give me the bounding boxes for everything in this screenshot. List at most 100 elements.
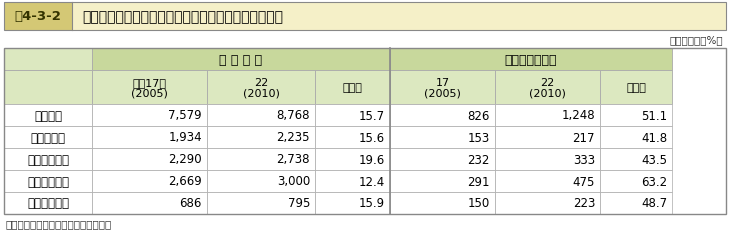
- Bar: [315, 126, 390, 148]
- Bar: [390, 49, 672, 71]
- Bar: [92, 170, 207, 192]
- Bar: [92, 104, 207, 126]
- Bar: [92, 148, 207, 170]
- Bar: [315, 71, 390, 104]
- Text: 平成17年: 平成17年: [133, 78, 166, 88]
- Bar: [495, 192, 600, 214]
- Bar: [207, 126, 315, 148]
- Text: 2,669: 2,669: [168, 175, 202, 188]
- Text: 山間農業地域: 山間農業地域: [27, 197, 69, 210]
- Bar: [4, 3, 726, 31]
- Text: 増加率: 増加率: [626, 83, 646, 93]
- Bar: [4, 126, 92, 148]
- Text: 63.2: 63.2: [641, 175, 667, 188]
- Text: (2010): (2010): [529, 88, 566, 98]
- Bar: [92, 71, 207, 104]
- Bar: [600, 104, 672, 126]
- Text: (2005): (2005): [424, 88, 461, 98]
- Text: 2,290: 2,290: [169, 153, 202, 166]
- Bar: [4, 3, 72, 31]
- Bar: [315, 104, 390, 126]
- Bar: [207, 170, 315, 192]
- Bar: [207, 192, 315, 214]
- Bar: [390, 71, 495, 104]
- Text: (2005): (2005): [131, 88, 168, 98]
- Bar: [495, 148, 600, 170]
- Bar: [390, 104, 495, 126]
- Bar: [495, 170, 600, 192]
- Text: 表4-3-2: 表4-3-2: [15, 10, 61, 24]
- Bar: [92, 192, 207, 214]
- Text: 15.6: 15.6: [359, 131, 385, 144]
- Text: 17: 17: [435, 78, 450, 88]
- Bar: [72, 3, 726, 31]
- Text: 150: 150: [468, 197, 490, 210]
- Bar: [600, 192, 672, 214]
- Text: 232: 232: [468, 153, 490, 166]
- Text: 3,000: 3,000: [277, 175, 310, 188]
- Text: 都市的地域: 都市的地域: [31, 131, 66, 144]
- Text: 観光農園と農家レストランを経営する経営体数の推移: 観光農園と農家レストランを経営する経営体数の推移: [82, 10, 283, 24]
- Text: 686: 686: [180, 197, 202, 210]
- Text: 1,248: 1,248: [561, 109, 595, 122]
- Text: 795: 795: [288, 197, 310, 210]
- Text: 19.6: 19.6: [358, 153, 385, 166]
- Text: 全　　国: 全 国: [34, 109, 62, 122]
- Text: 223: 223: [572, 197, 595, 210]
- Bar: [600, 126, 672, 148]
- Text: 資料：農林水産省「農林業センサス」: 資料：農林水産省「農林業センサス」: [6, 218, 112, 228]
- Bar: [4, 49, 726, 214]
- Bar: [207, 71, 315, 104]
- Bar: [92, 126, 207, 148]
- Text: 平地農業地域: 平地農業地域: [27, 153, 69, 166]
- Bar: [4, 49, 92, 71]
- Bar: [4, 170, 92, 192]
- Text: 8,768: 8,768: [277, 109, 310, 122]
- Text: 増加率: 増加率: [342, 83, 362, 93]
- Bar: [4, 148, 92, 170]
- Bar: [495, 126, 600, 148]
- Bar: [207, 148, 315, 170]
- Text: 中間農業地域: 中間農業地域: [27, 175, 69, 188]
- Text: 22: 22: [254, 78, 268, 88]
- Bar: [315, 192, 390, 214]
- Bar: [390, 192, 495, 214]
- Text: 観 光 農 園: 観 光 農 園: [220, 53, 263, 66]
- Bar: [315, 148, 390, 170]
- Bar: [92, 49, 390, 71]
- Bar: [390, 170, 495, 192]
- Text: 41.8: 41.8: [641, 131, 667, 144]
- Text: （単位：戸、%）: （単位：戸、%）: [669, 35, 723, 45]
- Bar: [600, 170, 672, 192]
- Text: 2,738: 2,738: [277, 153, 310, 166]
- Bar: [315, 170, 390, 192]
- Bar: [600, 148, 672, 170]
- Text: 1,934: 1,934: [169, 131, 202, 144]
- Text: 43.5: 43.5: [641, 153, 667, 166]
- Text: 291: 291: [467, 175, 490, 188]
- Text: (2010): (2010): [242, 88, 280, 98]
- Bar: [390, 148, 495, 170]
- Text: 15.9: 15.9: [359, 197, 385, 210]
- Text: 15.7: 15.7: [359, 109, 385, 122]
- Text: 22: 22: [540, 78, 555, 88]
- Bar: [4, 31, 726, 49]
- Text: 217: 217: [572, 131, 595, 144]
- Bar: [390, 126, 495, 148]
- Bar: [4, 104, 92, 126]
- Text: 2,235: 2,235: [277, 131, 310, 144]
- Bar: [4, 71, 92, 104]
- Text: 826: 826: [468, 109, 490, 122]
- Bar: [600, 71, 672, 104]
- Bar: [207, 104, 315, 126]
- Text: 51.1: 51.1: [641, 109, 667, 122]
- Text: 153: 153: [468, 131, 490, 144]
- Bar: [495, 71, 600, 104]
- Bar: [4, 192, 92, 214]
- Bar: [495, 104, 600, 126]
- Text: 333: 333: [573, 153, 595, 166]
- Text: 475: 475: [572, 175, 595, 188]
- Text: 12.4: 12.4: [358, 175, 385, 188]
- Text: 農家レストラン: 農家レストラン: [504, 53, 557, 66]
- Text: 7,579: 7,579: [169, 109, 202, 122]
